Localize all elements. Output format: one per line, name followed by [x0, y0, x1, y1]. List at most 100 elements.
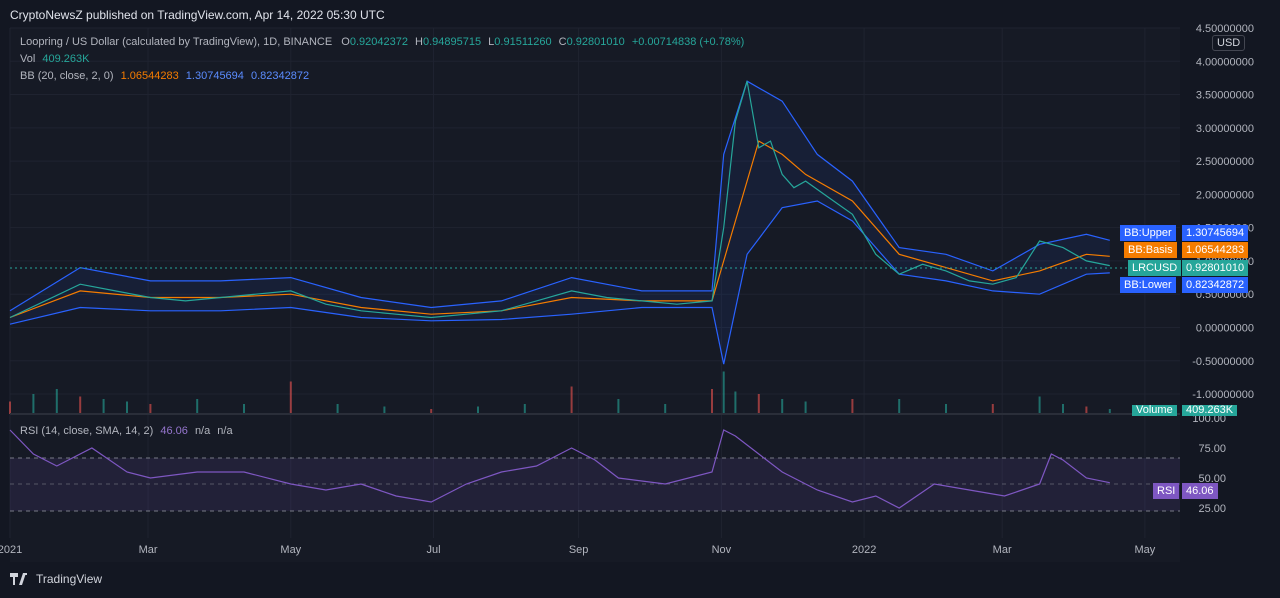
volume-legend: Vol 409.263K — [20, 53, 89, 65]
high-label: H — [415, 36, 423, 48]
lrcusd-tag-label: LRCUSD — [1128, 260, 1182, 276]
volume-bar — [383, 406, 386, 414]
open-value: 0.92042372 — [349, 36, 408, 48]
volume-bar — [243, 404, 245, 414]
price-tick-label: 0.00000000 — [1196, 322, 1254, 334]
price-tick-label: 3.00000000 — [1196, 123, 1254, 135]
tradingview-logo-icon — [10, 573, 27, 585]
volume-bar — [781, 399, 784, 414]
volume-tag-value: 409.263K — [1182, 405, 1238, 416]
rsi-line — [9, 429, 1110, 509]
price-tick-label: -1.00000000 — [1192, 389, 1254, 401]
time-tick-label: May — [1135, 544, 1156, 556]
volume-bars — [9, 371, 1111, 414]
price-chart-svg[interactable]: 4.50000000 4.00000000 3.50000000 3.00000000… — [0, 0, 1280, 562]
rsi-tick-label: 50.00 — [1198, 473, 1226, 485]
tradingview-footer[interactable]: TradingView — [10, 572, 102, 586]
volume-bar — [336, 404, 339, 414]
publish-info: CryptoNewsZ published on TradingView.com… — [10, 8, 385, 22]
currency-badge[interactable]: USD — [1212, 35, 1246, 51]
time-tick-label: Nov — [712, 544, 732, 556]
bb-upper-value: 1.30745694 — [185, 70, 244, 82]
symbol-line: Loopring / US Dollar (calculated by Trad… — [20, 36, 333, 48]
volume-bar — [851, 399, 854, 414]
price-tick-label: -0.50000000 — [1192, 356, 1254, 368]
volume-bar — [898, 399, 901, 414]
symbol-legend: Loopring / US Dollar (calculated by Trad… — [20, 36, 744, 48]
rsi-tick-label: 100.00 — [1192, 413, 1226, 425]
open-label: O — [341, 36, 350, 48]
volume-bar — [664, 404, 667, 414]
volume-bar — [1062, 404, 1064, 414]
volume-bar — [9, 401, 11, 414]
volume-bar — [711, 389, 713, 414]
tradingview-brand: TradingView — [36, 572, 103, 586]
volume-bar — [477, 406, 479, 414]
low-value: 0.91511260 — [494, 36, 552, 48]
bb-upper-tag-value: 1.30745694 — [1182, 225, 1249, 241]
volume-bar — [617, 399, 620, 414]
close-value: 0.92801010 — [566, 36, 625, 48]
price-axis: 4.50000000 4.00000000 3.50000000 3.00000000… — [1192, 23, 1254, 401]
bb-label: BB (20, close, 2, 0) — [20, 70, 114, 82]
bb-basis-line — [9, 140, 1110, 319]
time-tick-label: 2022 — [852, 544, 876, 556]
volume-bar — [1085, 406, 1088, 414]
rsi-axis: 100.00 75.00 50.00 25.00 — [1192, 413, 1226, 515]
volume-bar — [32, 394, 35, 414]
bb-basis-tag-label: BB:Basis — [1124, 242, 1177, 258]
price-tick-label: 4.50000000 — [1196, 23, 1254, 35]
top-bar: CryptoNewsZ published on TradingView.com… — [0, 0, 1280, 28]
volume-bar — [991, 404, 994, 414]
rsi-tick-label: 75.00 — [1198, 443, 1226, 455]
volume-bar — [570, 386, 573, 414]
volume-bar — [1108, 409, 1111, 414]
close-label: C — [558, 36, 567, 48]
volume-bar — [55, 389, 58, 414]
high-value: 0.94895715 — [422, 36, 482, 48]
volume-bar — [102, 399, 105, 414]
volume-bar — [945, 404, 947, 414]
time-axis: 2021 Mar May Jul Sep Nov 2022 Mar May — [0, 544, 1156, 556]
volume-bar — [734, 391, 737, 414]
volume-bar — [196, 399, 199, 414]
bb-upper-line — [9, 80, 1110, 312]
bb-lower-value: 0.82342872 — [250, 70, 310, 82]
rsi-legend-value: 46.06 — [160, 425, 188, 437]
rsi-tick-label: 25.00 — [1198, 503, 1226, 515]
volume-bar — [757, 394, 760, 414]
rsi-na-2: n/a — [217, 425, 233, 437]
volume-bar — [523, 404, 526, 414]
price-tick-label: 3.50000000 — [1196, 90, 1254, 102]
volume-bar — [289, 381, 292, 414]
bb-basis-tag-value: 1.06544283 — [1182, 242, 1249, 258]
volume-tag-label: Volume — [1132, 405, 1177, 416]
bb-lower-line — [9, 200, 1110, 365]
volume-bar — [79, 396, 82, 414]
volume-bar — [126, 401, 128, 414]
bb-basis-value: 1.06544283 — [120, 70, 179, 82]
bb-legend: BB (20, close, 2, 0) 1.06544283 1.307456… — [20, 70, 309, 82]
volume-value: 409.263K — [42, 53, 90, 65]
volume-bar — [804, 401, 807, 414]
volume-bar — [149, 404, 152, 414]
time-tick-label: Sep — [569, 544, 589, 556]
lrcusd-tag-value: 0.92801010 — [1182, 260, 1249, 276]
price-tick-label: 2.00000000 — [1196, 189, 1254, 201]
volume-label: Vol — [20, 53, 36, 65]
time-tick-label: Jul — [427, 544, 441, 556]
rsi-na-1: n/a — [194, 425, 211, 437]
rsi-label: RSI (14, close, SMA, 14, 2) — [20, 425, 154, 437]
volume-bar — [722, 371, 725, 414]
time-tick-label: Mar — [139, 544, 158, 556]
rsi-tag-label: RSI — [1153, 483, 1180, 499]
bb-band-fill — [10, 81, 1110, 365]
time-tick-label: 2021 — [0, 544, 22, 556]
time-tick-label: May — [280, 544, 301, 556]
bb-lower-tag-value: 0.82342872 — [1182, 277, 1249, 293]
rsi-legend: RSI (14, close, SMA, 14, 2) 46.06 n/a n/… — [20, 425, 233, 437]
price-line — [9, 81, 1110, 319]
time-tick-label: Mar — [993, 544, 1012, 556]
price-tick-label: 2.50000000 — [1196, 156, 1254, 168]
bb-lower-tag-label: BB:Lower — [1120, 277, 1176, 293]
